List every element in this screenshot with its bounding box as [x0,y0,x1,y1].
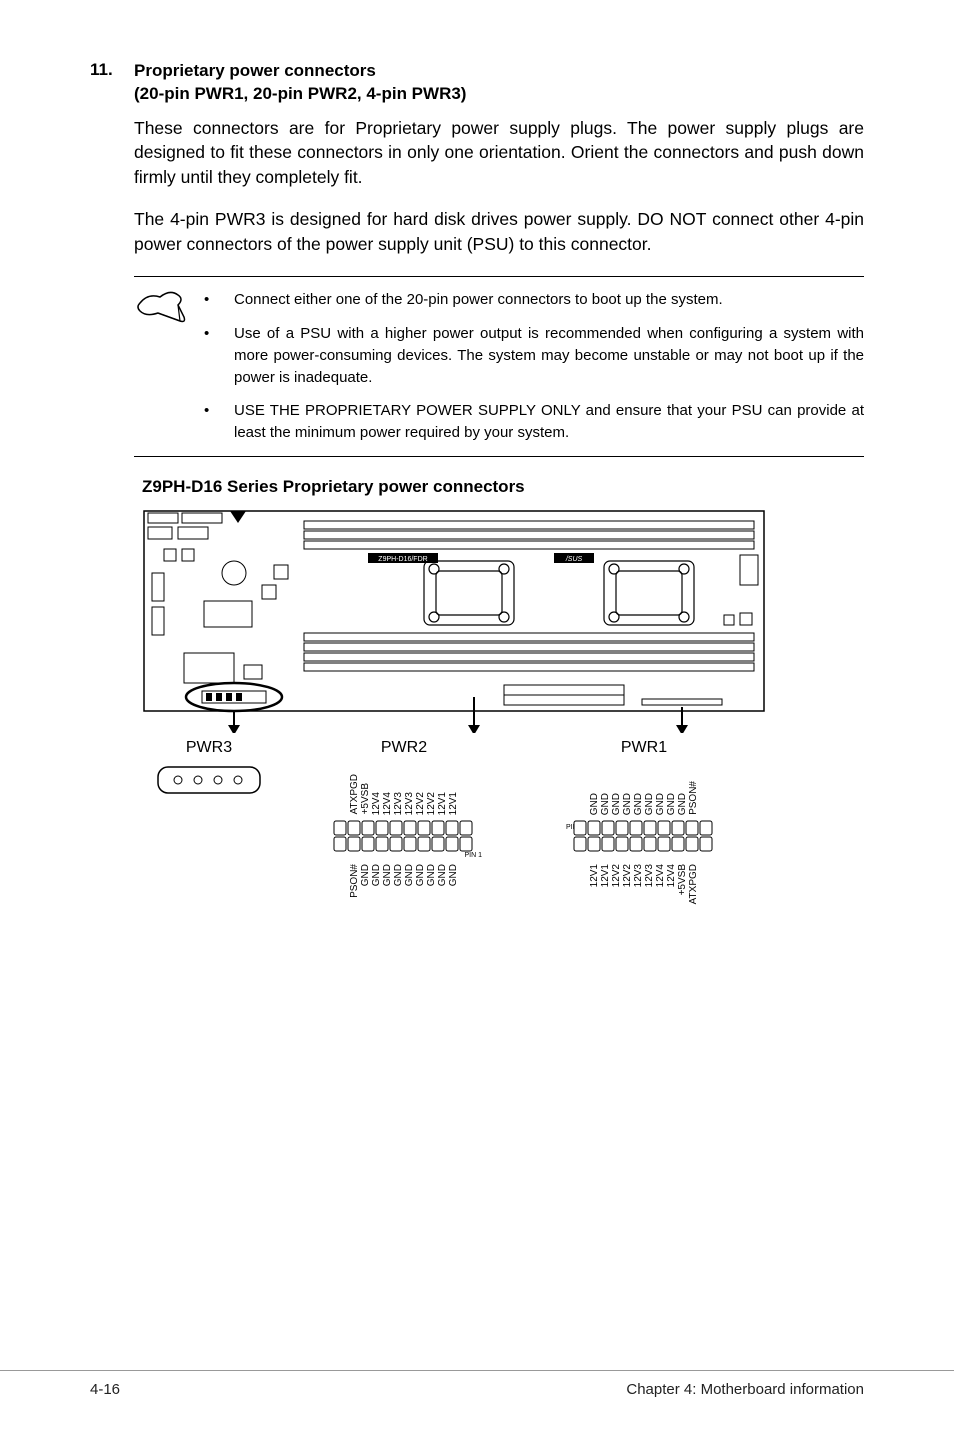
pwr1-connector: PIN 1 [564,815,724,859]
paragraph-1: These connectors are for Proprietary pow… [134,116,864,190]
paragraph-2: The 4-pin PWR3 is designed for hard disk… [134,207,864,256]
section-number: 11. [90,60,134,80]
pwr3-connector [154,763,264,797]
section-title-line1: Proprietary power connectors [134,60,864,83]
pwr1-bottom-pins: 12V1 12V1 12V2 12V2 12V3 12V3 12V4 12V4 … [524,864,764,916]
note-item-2: • Use of a PSU with a higher power outpu… [204,323,864,388]
pwr2-top-pins: ATXPGD +5VSB 12V4 12V4 12V3 12V3 12V2 12… [284,763,524,815]
footer-page-number: 4-16 [90,1381,120,1398]
note-icon [134,291,190,331]
note-block: • Connect either one of the 20-pin power… [134,276,864,457]
diagram-block: Z9PH-D16 Series Proprietary power connec… [134,477,864,916]
note-item-1: • Connect either one of the 20-pin power… [204,289,864,311]
note-text-1: Connect either one of the 20-pin power c… [234,289,723,311]
note-text-2: Use of a PSU with a higher power output … [234,323,864,388]
pwr1-top-pins: GND GND GND GND GND GND GND GND GND PSON… [524,763,764,815]
svg-text:/SUS: /SUS [565,556,583,563]
board-schematic: Z9PH-D16/FDR /SUS [134,503,774,733]
svg-text:PIN 1: PIN 1 [464,852,482,859]
pwr2-bottom-pins: PSON# GND GND GND GND GND GND GND GND GN… [284,864,524,916]
note-item-3: • USE THE PROPRIETARY POWER SUPPLY ONLY … [204,400,864,444]
section-title-line2: (20-pin PWR1, 20-pin PWR2, 4-pin PWR3) [134,83,864,106]
board-label: Z9PH-D16/FDR [378,556,427,563]
diagram-title: Z9PH-D16 Series Proprietary power connec… [142,477,864,497]
note-text-3: USE THE PROPRIETARY POWER SUPPLY ONLY an… [234,400,864,444]
page-footer: 4-16 Chapter 4: Motherboard information [0,1370,954,1398]
pwr2-connector: PIN 1 [324,815,484,859]
pwr1-label: PWR1 [524,739,764,757]
pwr2-label: PWR2 [284,739,524,757]
pwr3-label: PWR3 [134,739,284,757]
footer-chapter: Chapter 4: Motherboard information [626,1381,864,1398]
